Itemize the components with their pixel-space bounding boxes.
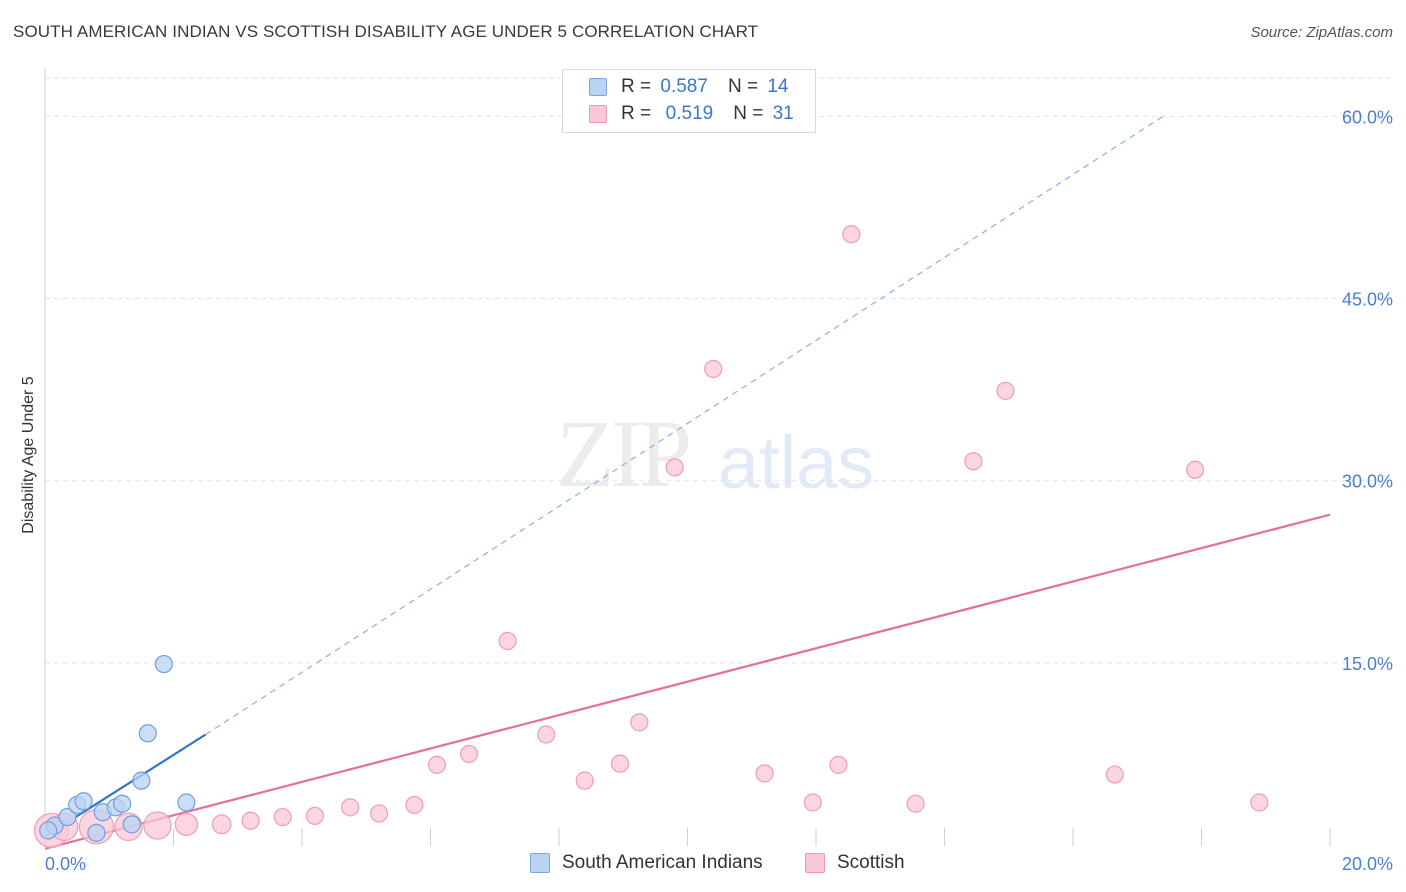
y-tick-label: 45.0% bbox=[1342, 290, 1393, 310]
legend-swatch-blue bbox=[589, 78, 607, 96]
scottish-point bbox=[575, 771, 594, 790]
scottish-point bbox=[755, 764, 774, 783]
south-american-indians-point bbox=[154, 654, 173, 674]
scottish-point bbox=[498, 631, 517, 651]
source-label: Source: ZipAtlas.com bbox=[1250, 24, 1393, 41]
legend-r-value: 0.587 bbox=[660, 76, 708, 97]
x-tick-label: 20.0% bbox=[1342, 854, 1393, 874]
scottish-point bbox=[1250, 793, 1269, 812]
south-american-indians-point bbox=[87, 823, 106, 842]
scottish-point bbox=[211, 814, 232, 835]
south-american-indians-point bbox=[74, 792, 93, 811]
legend-n-label: N = bbox=[733, 103, 764, 124]
legend-item-scottish[interactable]: Scottish bbox=[805, 852, 905, 874]
scottish-point bbox=[1105, 765, 1124, 784]
scottish-point bbox=[610, 754, 630, 773]
watermark-atlas: atlas bbox=[718, 421, 875, 504]
legend-label-south-american-indians: South American Indians bbox=[562, 852, 763, 873]
series-legend: South American Indians Scottish bbox=[0, 852, 1406, 878]
scottish-point bbox=[964, 452, 983, 471]
y-tick-label: 30.0% bbox=[1342, 472, 1393, 492]
legend-swatch-blue bbox=[530, 853, 550, 873]
scottish-point bbox=[405, 795, 424, 815]
scottish-point bbox=[829, 755, 848, 774]
scottish-point bbox=[273, 807, 292, 827]
stats-legend: R = 0.587 N = 14 R = 0.519 N = 31 bbox=[562, 69, 816, 133]
scottish-point bbox=[427, 755, 447, 774]
south-american-indians-point bbox=[39, 821, 58, 840]
watermark-zip: ZIP bbox=[556, 400, 692, 507]
scottish-point bbox=[803, 793, 822, 812]
legend-r-label: R = bbox=[621, 103, 652, 124]
south-american-indians-point bbox=[177, 793, 196, 812]
scottish-point bbox=[305, 806, 324, 825]
south-american-indians-point bbox=[122, 815, 141, 834]
scottish-point bbox=[174, 812, 199, 837]
scottish-point bbox=[630, 713, 649, 732]
legend-n-value: 31 bbox=[772, 103, 794, 124]
south-american-indians-trend-extension bbox=[205, 115, 1164, 736]
scottish-point bbox=[996, 381, 1015, 400]
scottish-point bbox=[537, 725, 556, 744]
scottish-point bbox=[143, 811, 172, 840]
south-american-indians-point bbox=[58, 807, 77, 827]
legend-n-value: 14 bbox=[767, 76, 789, 97]
legend-swatch-pink bbox=[805, 853, 825, 873]
legend-swatch-pink bbox=[589, 105, 607, 123]
scottish-point bbox=[370, 804, 389, 823]
legend-n-label: N = bbox=[727, 76, 759, 97]
south-american-indians-point bbox=[132, 771, 151, 790]
legend-item-south-american-indians[interactable]: South American Indians bbox=[530, 852, 763, 874]
legend-r-value: 0.519 bbox=[660, 103, 714, 124]
x-tick-label: 0.0% bbox=[45, 854, 86, 874]
scottish-point bbox=[842, 225, 861, 244]
scottish-point bbox=[1185, 460, 1205, 479]
scottish-point bbox=[704, 359, 723, 379]
south-american-indians-point bbox=[112, 794, 132, 813]
scottish-point bbox=[459, 744, 479, 764]
legend-label-scottish: Scottish bbox=[837, 852, 905, 873]
scottish-point bbox=[241, 811, 260, 830]
legend-r-label: R = bbox=[621, 76, 652, 97]
scottish-point bbox=[341, 798, 360, 817]
y-tick-label: 60.0% bbox=[1342, 107, 1393, 127]
chart-title: SOUTH AMERICAN INDIAN VS SCOTTISH DISABI… bbox=[13, 22, 759, 41]
scottish-point bbox=[906, 794, 925, 813]
y-tick-label: 15.0% bbox=[1342, 654, 1393, 674]
scottish-trend-line bbox=[44, 513, 1331, 850]
legend-row-south-american-indians: R = 0.587 N = 14 bbox=[589, 75, 788, 99]
scottish-point bbox=[665, 458, 684, 477]
legend-row-scottish: R = 0.519 N = 31 bbox=[589, 102, 794, 126]
south-american-indians-point bbox=[138, 724, 157, 743]
